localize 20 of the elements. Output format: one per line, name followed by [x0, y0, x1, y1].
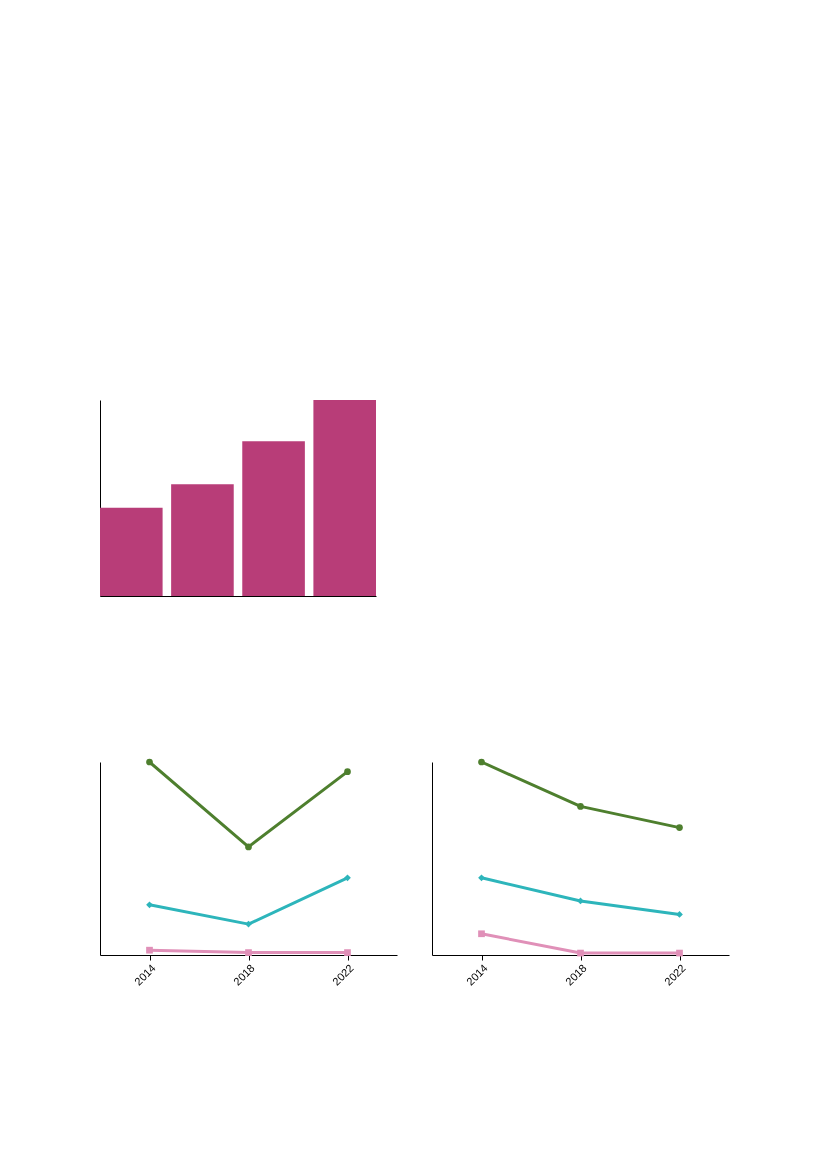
point [577, 803, 584, 810]
point [344, 768, 351, 775]
point [344, 874, 351, 882]
point [146, 758, 153, 766]
bar [313, 400, 376, 596]
point [344, 949, 351, 956]
bar [171, 484, 234, 596]
point [676, 949, 683, 957]
point [676, 824, 683, 831]
bar [242, 441, 305, 596]
point [146, 901, 153, 909]
point [478, 930, 485, 938]
point [146, 946, 153, 954]
bar [100, 507, 163, 596]
point [245, 949, 252, 956]
point [245, 843, 252, 851]
point [478, 758, 485, 766]
point [676, 911, 683, 918]
point [478, 874, 485, 882]
point [577, 949, 584, 957]
